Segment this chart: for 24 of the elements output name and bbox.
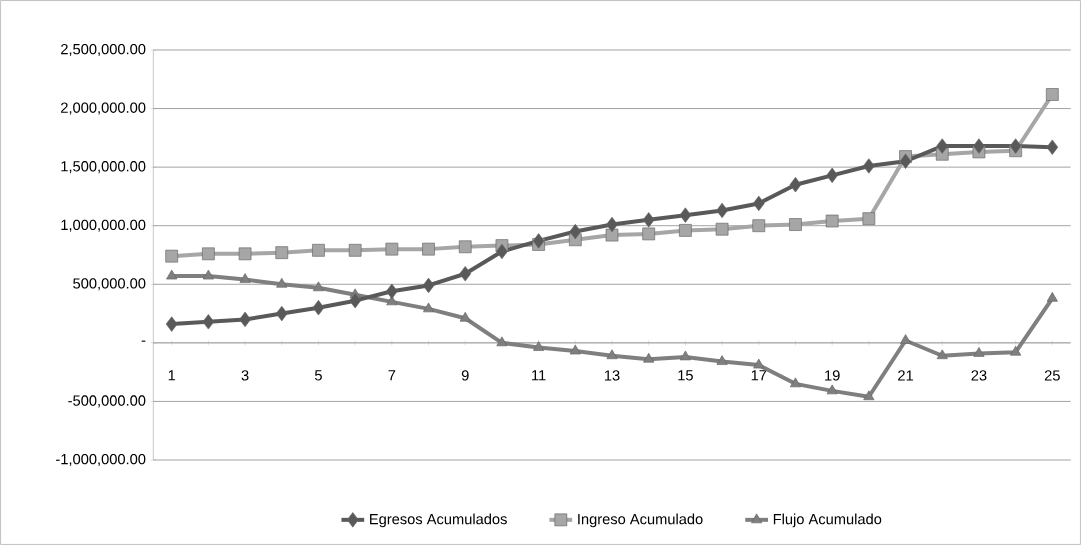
x-tick-label: 13 — [604, 370, 620, 381]
y-tick-label: 2,500,000.00 — [61, 43, 146, 57]
y-tick-label: 1,500,000.00 — [61, 161, 146, 174]
x-tick-label: 21 — [898, 370, 913, 381]
x-tick-label: 25 — [1044, 370, 1060, 381]
x-tick-label: 15 — [678, 370, 693, 381]
x-tick-label: 3 — [241, 370, 249, 381]
y-tick-label: 2,000,000.00 — [61, 102, 146, 115]
x-tick-label: 11 — [532, 370, 546, 381]
x-tick-label: 17 — [751, 370, 767, 381]
legend-label: Flujo Acumulado — [773, 513, 882, 528]
x-tick-label: 9 — [461, 370, 469, 381]
legend-label: Egresos Acumulados — [370, 513, 507, 528]
y-tick-label: - — [141, 340, 146, 342]
x-tick-label: 5 — [314, 370, 322, 381]
legend-label: Ingreso Acumulado — [578, 513, 703, 528]
y-tick-label: -500,000.00 — [68, 395, 146, 408]
x-tick-label: 1 — [168, 370, 176, 381]
y-tick-label: 1,000,000.00 — [61, 219, 146, 232]
x-tick-label: 7 — [388, 370, 396, 381]
y-tick-label: -1,000,000.00 — [56, 453, 146, 467]
x-tick-label: 23 — [971, 370, 987, 381]
y-tick-label: 500,000.00 — [73, 278, 146, 291]
x-tick-label: 19 — [825, 370, 840, 381]
